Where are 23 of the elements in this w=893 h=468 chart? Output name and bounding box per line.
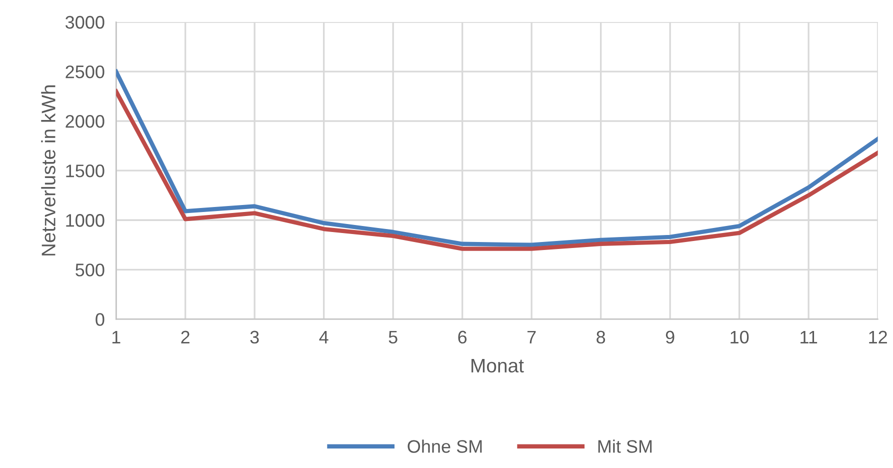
x-tick-label: 11 [800, 330, 818, 344]
x-tick-label: 10 [730, 330, 749, 344]
y-tick-label: 3000 [66, 16, 104, 29]
y-tick-label: 500 [76, 264, 104, 276]
x-tick-label: 5 [388, 330, 398, 344]
y-tick-label: 0 [96, 313, 104, 326]
x-tick-label: 3 [250, 330, 259, 344]
y-tick-label: 1500 [66, 164, 104, 178]
x-tick-label: 12 [869, 330, 887, 344]
x-tick-label: 1 [112, 330, 120, 344]
x-tick-label: 8 [596, 330, 606, 344]
x-tick-label: 6 [458, 330, 467, 344]
y-tick-label: 1000 [66, 214, 104, 227]
x-axis-title: Monat [472, 358, 524, 373]
legend-label: Ohne SM [408, 440, 482, 453]
x-tick-label: 4 [319, 330, 328, 344]
y-tick-label: 2000 [66, 114, 104, 128]
x-tick-label: 7 [527, 330, 536, 344]
y-axis-title: Netzverluste in kWh [41, 85, 56, 256]
x-tick-label: 9 [666, 330, 674, 344]
legend-label: Mit SM [598, 440, 652, 453]
y-tick-label: 2500 [66, 65, 104, 78]
x-tick-label: 2 [181, 330, 190, 344]
